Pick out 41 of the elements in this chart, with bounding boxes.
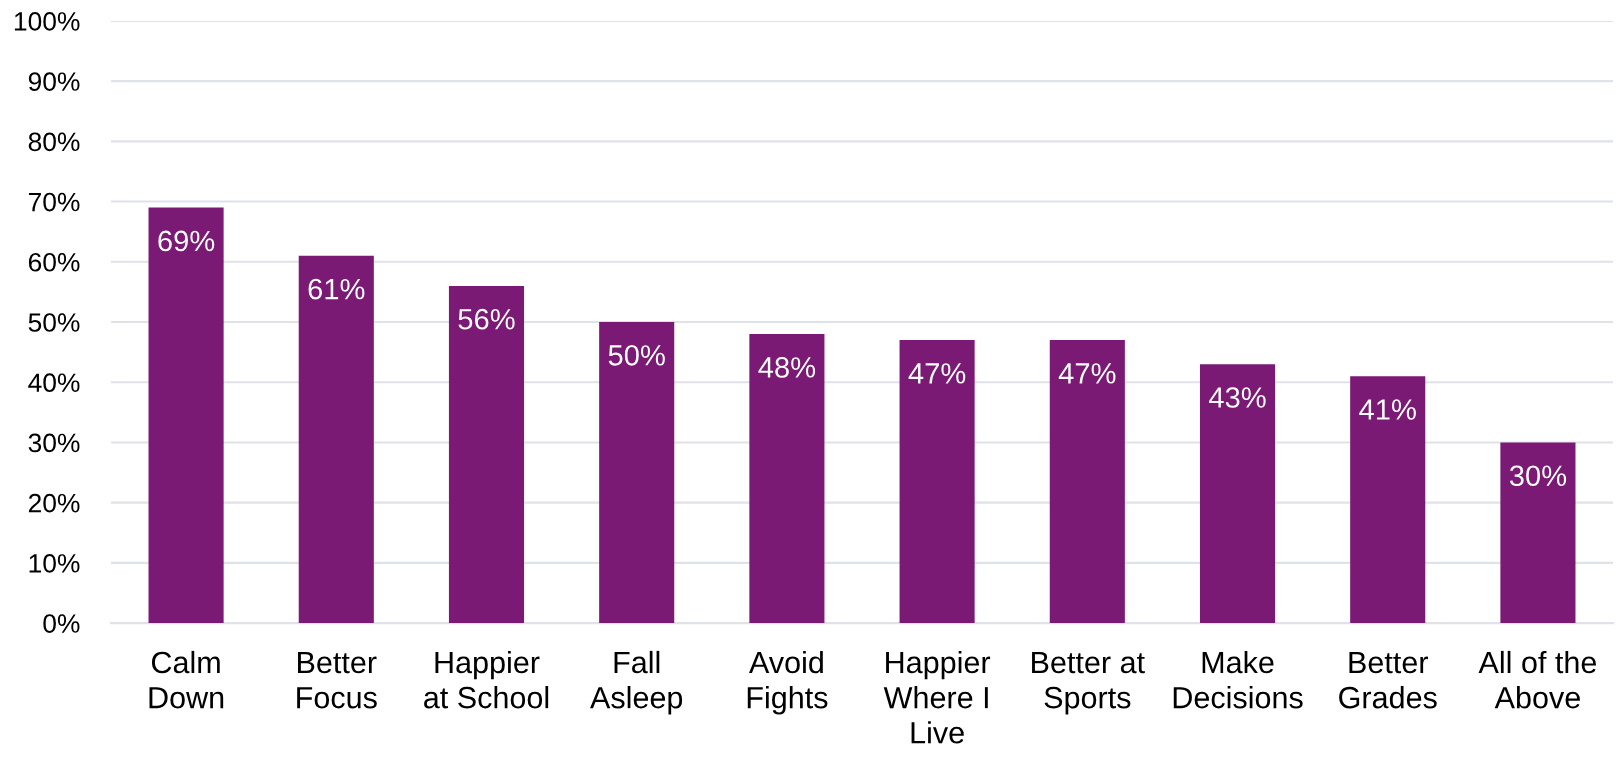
data-label: 69%: [158, 230, 215, 252]
x-tick-label: All of the Above: [1478, 650, 1597, 709]
bar: [298, 255, 374, 624]
y-tick-label: 40%: [28, 373, 80, 393]
data-label: 61%: [308, 278, 365, 300]
y-tick-label: 60%: [28, 252, 80, 272]
y-tick-label: 20%: [28, 493, 80, 513]
y-tick-label: 10%: [29, 554, 80, 573]
y-tick-label: 50%: [28, 313, 80, 332]
x-tick-label: Better Grades: [1339, 652, 1437, 709]
x-tick-label: Better Focus: [297, 652, 377, 709]
data-label: 47%: [1058, 363, 1116, 384]
bar: [1500, 442, 1576, 624]
data-label: 48%: [758, 357, 816, 378]
x-tick-label: Fall Asleep: [590, 650, 683, 715]
data-label: 43%: [1209, 387, 1266, 408]
y-tick-label: 0%: [43, 614, 80, 633]
y-tick-label: 100%: [14, 12, 80, 31]
bar: [749, 334, 825, 624]
data-label: 47%: [908, 363, 966, 384]
x-tick-label: Happier at School: [424, 650, 549, 709]
data-label: 41%: [1359, 399, 1416, 420]
bar: [899, 340, 975, 624]
bar: [599, 322, 675, 624]
data-label: 30%: [1509, 465, 1567, 487]
bar: [1350, 376, 1426, 624]
y-tick-label: 80%: [28, 132, 80, 152]
x-tick-label: Calm Down: [149, 650, 224, 709]
bar: [148, 207, 224, 624]
bar: [448, 285, 525, 624]
x-tick-label: Better at Sports: [1032, 652, 1145, 715]
x-tick-label: Happier Where I Live: [883, 650, 991, 744]
y-tick-label: 70%: [28, 192, 80, 212]
bar: [1049, 340, 1125, 624]
x-tick-label: Make Decisions: [1173, 650, 1303, 709]
y-tick-label: 90%: [28, 72, 80, 91]
y-tick-label: 30%: [28, 433, 80, 453]
x-tick-label: Avoid Fights: [747, 650, 828, 715]
data-label: 50%: [608, 345, 665, 366]
bar: [1199, 364, 1276, 624]
data-label: 56%: [458, 308, 515, 330]
